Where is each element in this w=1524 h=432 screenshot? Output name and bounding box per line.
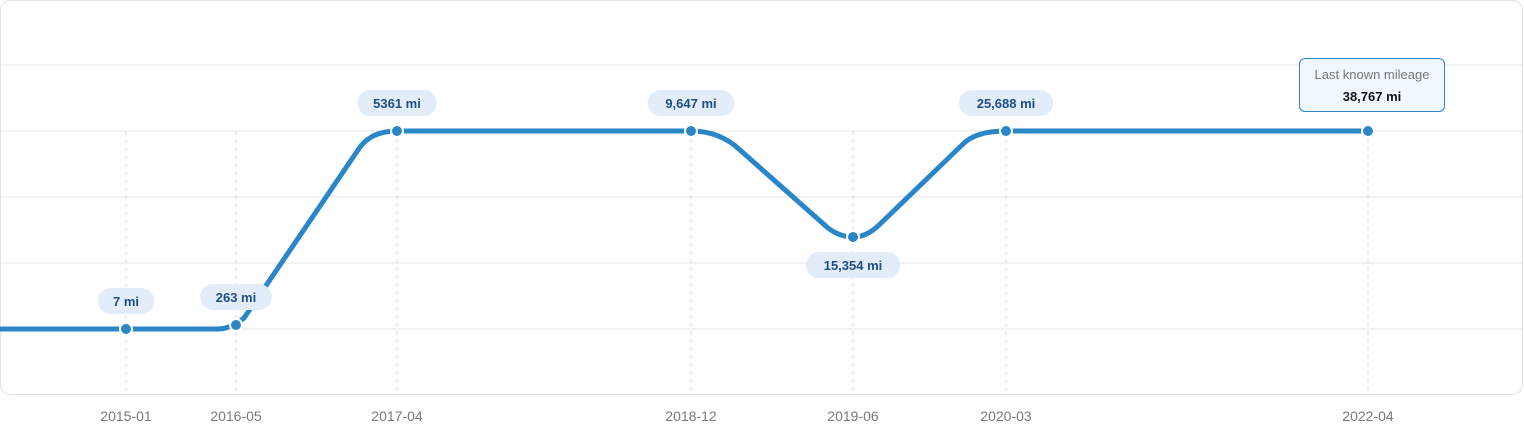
x-tick-label: 2018-12 [665, 408, 717, 424]
data-point [846, 230, 860, 244]
x-tick-label: 2022-04 [1342, 408, 1394, 424]
data-label-bubble [97, 288, 155, 314]
x-tick-label: 2015-01 [100, 408, 152, 424]
data-label: 7 mi [113, 294, 139, 309]
data-label: 15,354 mi [824, 258, 883, 273]
data-label: 263 mi [216, 290, 256, 305]
x-tick-label: 2017-04 [371, 408, 423, 424]
data-label-bubble [958, 90, 1054, 116]
data-label-bubble [805, 252, 901, 278]
data-label: 5361 mi [373, 96, 421, 111]
last-mileage-tooltip: Last known mileage 38,767 mi [1299, 58, 1445, 112]
data-point [999, 124, 1013, 138]
x-tick-label: 2019-06 [827, 408, 879, 424]
data-label-bubble [200, 284, 272, 310]
data-point [119, 322, 133, 336]
data-label: 25,688 mi [977, 96, 1036, 111]
tooltip-title: Last known mileage [1314, 67, 1430, 82]
data-label-bubble [357, 90, 437, 116]
series-line [0, 128, 1371, 332]
tooltip-value: 38,767 mi [1342, 89, 1402, 104]
data-point [390, 124, 404, 138]
x-tick-label: 2016-05 [210, 408, 262, 424]
x-tick-label: 2020-03 [980, 408, 1032, 424]
data-label-bubble [647, 90, 735, 116]
data-label: 9,647 mi [665, 96, 716, 111]
data-point [684, 124, 698, 138]
data-point [229, 318, 243, 332]
data-point [1361, 124, 1375, 138]
